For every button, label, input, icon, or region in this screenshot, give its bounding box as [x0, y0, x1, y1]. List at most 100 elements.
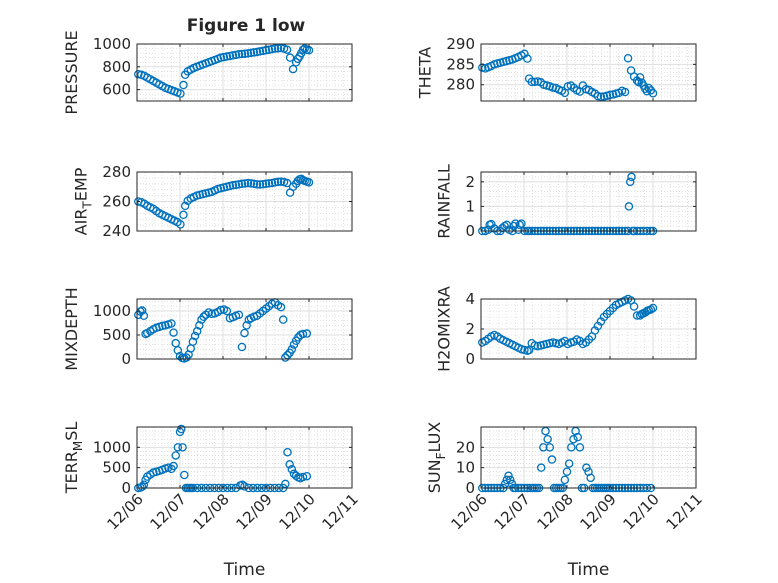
- data-point: [276, 177, 286, 186]
- subplot-mixdepth: 0 500 1000 MIXDEPTH: [62, 287, 353, 371]
- data-point: [173, 443, 183, 452]
- data-point: [240, 179, 250, 188]
- data-point: [536, 463, 546, 472]
- x-tick-label: 12/10: [620, 490, 663, 533]
- data-point: [222, 306, 232, 316]
- y-tick-label: 4: [465, 290, 475, 308]
- y-axis-label: RAINFALL: [435, 164, 454, 239]
- data-point: [562, 467, 572, 476]
- data-point: [249, 48, 259, 57]
- data-point: [167, 319, 176, 328]
- data-point: [573, 432, 583, 442]
- data-point: [180, 201, 190, 211]
- y-tick-label: 1: [465, 197, 475, 215]
- axes-frame: [480, 171, 697, 232]
- y-tick-label: 600: [102, 81, 131, 99]
- axes-frame: [136, 426, 353, 489]
- data-point: [192, 326, 202, 336]
- x-axis-label: Time: [223, 560, 266, 580]
- data-point: [158, 321, 167, 331]
- data-point: [222, 52, 232, 61]
- data-point: [625, 177, 635, 187]
- data-point: [298, 45, 308, 54]
- data-point: [243, 178, 253, 188]
- x-tick-label: 12/07: [147, 490, 190, 533]
- data-point: [273, 177, 283, 187]
- data-point: [243, 49, 253, 58]
- data-point: [567, 443, 576, 452]
- data-point: [582, 463, 591, 472]
- data-point: [627, 172, 636, 182]
- data-point: [177, 424, 186, 434]
- data-point: [234, 310, 244, 320]
- axes-frame: [480, 426, 697, 489]
- data-point: [237, 49, 247, 59]
- data-point: [264, 45, 274, 54]
- y-tick-label: 1000: [93, 438, 131, 456]
- data-point: [620, 87, 630, 97]
- y-tick-label: 20: [456, 438, 475, 456]
- data-point: [504, 471, 513, 481]
- data-point: [282, 178, 292, 188]
- data-point: [646, 305, 656, 314]
- y-tick-label: 0: [465, 479, 475, 497]
- data-point: [505, 475, 515, 485]
- data-point: [246, 48, 256, 58]
- y-tick-label: 2: [465, 320, 475, 338]
- data-point: [502, 475, 512, 485]
- data-point: [569, 434, 578, 444]
- data-point: [515, 220, 524, 230]
- y-tick-label: 1000: [93, 302, 131, 320]
- data-point: [641, 84, 650, 94]
- data-point: [188, 337, 198, 346]
- y-axis-label: THETA: [416, 47, 435, 99]
- y-axis-label: TERRMSL: [62, 422, 85, 495]
- axes-background: [136, 426, 353, 489]
- data-point: [302, 329, 312, 338]
- data-point: [228, 181, 238, 190]
- y-axis-label: PRESSURE: [62, 30, 81, 114]
- data-point: [285, 53, 295, 62]
- data-point: [173, 346, 183, 355]
- data-point: [258, 46, 268, 56]
- data-point: [219, 52, 229, 62]
- subplot-h2omixra: 0 2 4 H2OMIXRA: [435, 286, 697, 372]
- x-axis-label: Time: [567, 560, 610, 580]
- data-point: [270, 44, 280, 53]
- y-tick-label: 0: [465, 222, 475, 240]
- data-point: [231, 180, 241, 190]
- x-tick-label: 12/10: [276, 490, 319, 533]
- data-point: [234, 180, 244, 189]
- data-point: [304, 178, 314, 187]
- data-point: [169, 461, 178, 471]
- data-point: [564, 459, 574, 468]
- data-point: [237, 342, 247, 352]
- data-point: [527, 77, 536, 87]
- data-point: [575, 443, 585, 452]
- y-tick-label: 2: [465, 173, 475, 191]
- data-point: [234, 50, 244, 59]
- data-point: [169, 328, 178, 337]
- axes-frame: [480, 43, 697, 102]
- x-tick-label: 12/11: [319, 490, 362, 533]
- data-point: [255, 180, 265, 189]
- data-point: [624, 202, 634, 211]
- data-point: [242, 321, 251, 330]
- data-point: [276, 302, 286, 312]
- data-point: [298, 329, 308, 339]
- subplot-pressure: 600 800 1000 PRESSURE: [62, 30, 353, 115]
- y-tick-label: 800: [102, 58, 131, 76]
- y-tick-label: 10: [456, 459, 475, 477]
- subplot-air_temp: 240 260 280 AIRTEMP: [72, 163, 353, 240]
- data-point: [134, 69, 143, 79]
- data-point: [545, 443, 555, 452]
- data-point: [178, 443, 187, 452]
- x-tick-label: 12/07: [491, 490, 534, 533]
- data-point: [267, 44, 277, 54]
- data-point: [288, 64, 298, 74]
- data-point: [283, 447, 292, 457]
- data-point: [207, 309, 217, 319]
